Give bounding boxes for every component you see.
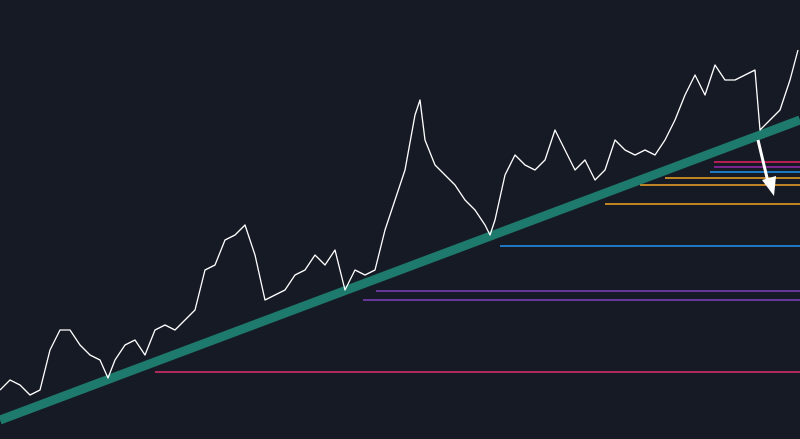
- price: [0, 49, 799, 396]
- trend: [0, 115, 800, 425]
- arrow-head: [762, 176, 776, 196]
- levels: [155, 161, 800, 373]
- price-line: [0, 49, 799, 396]
- trendline: [0, 115, 800, 425]
- arrow: [756, 139, 776, 196]
- arrow-shaft: [756, 139, 770, 183]
